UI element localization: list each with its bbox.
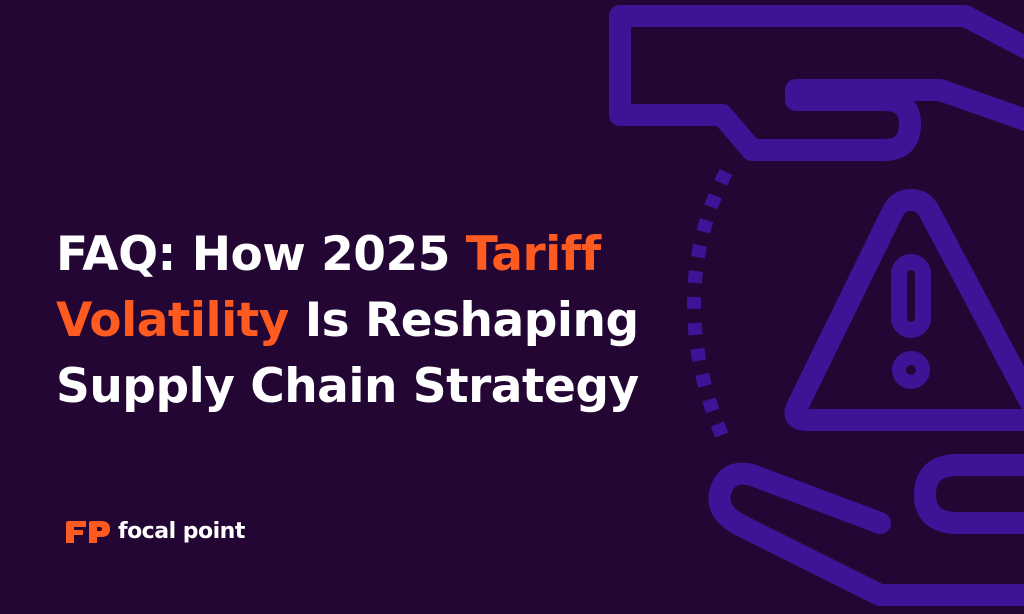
headline-accent-tariff: Tariff xyxy=(465,227,601,282)
brand-name: focal point xyxy=(118,519,245,544)
focal-point-logo: focal point xyxy=(66,518,245,546)
fp-logo-mark-icon xyxy=(66,521,110,543)
headline: FAQ: How 2025 Tariff Volatility Is Resha… xyxy=(56,222,696,420)
headline-line-2-text: Is Reshaping xyxy=(288,293,639,348)
headline-line-1-text: FAQ: How 2025 xyxy=(56,227,466,282)
dotted-arc xyxy=(687,168,733,448)
warning-triangle-shape xyxy=(784,189,1024,431)
exclamation-bar xyxy=(891,254,931,338)
lower-hand-outline xyxy=(914,454,1024,534)
lower-hand-palm xyxy=(708,462,1024,606)
upper-hand-outline xyxy=(609,5,1024,161)
headline-line-3: Supply Chain Strategy xyxy=(56,359,639,414)
upper-hand-shape xyxy=(609,5,1024,60)
headline-accent-volatility: Volatility xyxy=(56,293,289,348)
headline-line-1: FAQ: How 2025 Tariff xyxy=(56,222,696,288)
headline-line-2: Volatility Is Reshaping xyxy=(56,288,696,354)
exclamation-dot xyxy=(892,351,930,389)
